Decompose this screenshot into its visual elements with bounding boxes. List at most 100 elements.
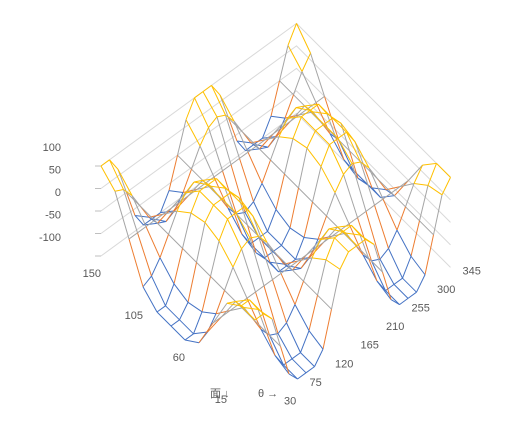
surface-edge (225, 114, 240, 159)
row-axis-title: 面 ↓ (210, 388, 230, 400)
surface-edge (117, 169, 133, 196)
surface-edge (262, 116, 272, 139)
surface-edge (193, 181, 209, 186)
surface-edge (317, 215, 327, 240)
surface-edge (242, 131, 257, 147)
surface-edge (252, 215, 262, 240)
surface-edge (291, 358, 307, 374)
surface-edge (117, 169, 127, 193)
surface-edge (322, 309, 332, 350)
surface-edge (128, 232, 138, 240)
surface-edge (312, 166, 322, 203)
surface-edge (193, 179, 203, 183)
surface-edge (325, 259, 341, 270)
surface-edge (165, 283, 175, 306)
surface-edge (240, 305, 256, 321)
surface-edge (255, 252, 271, 263)
surface-edge (142, 275, 152, 288)
surface-edge (278, 118, 288, 137)
surface-edge (351, 161, 361, 165)
surface-edge (193, 331, 208, 335)
surface-edge (279, 45, 289, 81)
surface-edge (315, 95, 325, 104)
surface-edge (100, 165, 116, 192)
z-tick-label: -100 (39, 232, 61, 244)
surface-edge (247, 145, 257, 153)
surface-edge (263, 313, 273, 320)
surface-edge (334, 192, 350, 225)
surface-edge (328, 228, 344, 233)
surface-edge (168, 210, 178, 235)
surface-edge (320, 228, 330, 240)
surface-edge (365, 211, 381, 260)
surface-edge (179, 319, 194, 335)
surface-edge (252, 215, 268, 243)
surface-edge (368, 257, 378, 282)
surface-edge (226, 302, 242, 307)
surface-edge (170, 319, 180, 327)
surface-edge (275, 252, 290, 268)
surface-edge (128, 238, 144, 287)
surface-edge (230, 157, 240, 166)
surface-edge (328, 226, 338, 230)
surface-edge (208, 116, 218, 128)
surface-edge (422, 162, 437, 166)
surface-edge (349, 150, 359, 179)
surface-edge (236, 140, 252, 144)
surface-edge (246, 291, 256, 299)
surface-edge (292, 267, 302, 271)
surface-edge (315, 130, 330, 145)
surface-edge (216, 178, 231, 193)
surface-edge (399, 179, 409, 188)
surface-edge (216, 114, 226, 118)
surface-edge (294, 304, 310, 331)
surface-edge (252, 318, 267, 333)
surface-edge (249, 299, 264, 315)
surface-edge (239, 158, 254, 202)
surface-edge (137, 226, 147, 234)
surface-edge (419, 185, 429, 221)
surface-edge (109, 159, 119, 170)
surface-edge (201, 276, 211, 312)
surface-edge (264, 136, 280, 141)
surface-edge (154, 213, 164, 221)
surface-edge (201, 311, 217, 315)
surface-edge (174, 195, 189, 212)
surface-edge (210, 185, 226, 189)
surface-edge (357, 177, 373, 189)
surface-edge (292, 254, 307, 271)
surface-edge (267, 231, 282, 246)
surface-edge (157, 207, 172, 224)
surface-edge (306, 147, 322, 167)
surface-edge (176, 210, 192, 214)
surface-edge (185, 190, 200, 194)
surface-edge (241, 248, 256, 293)
surface-edge (199, 190, 214, 206)
surface-edge (177, 154, 192, 170)
surface-edge (131, 195, 147, 227)
surface-edge (202, 178, 217, 181)
surface-edge (371, 260, 386, 291)
grid-line (100, 90, 451, 246)
surface-edge (207, 178, 217, 186)
surface-edge (284, 173, 299, 189)
col-tick-label: 345 (463, 265, 481, 277)
surface-edge (250, 237, 260, 245)
surface-edge (427, 163, 437, 186)
surface-edge (390, 299, 400, 306)
surface-edge (287, 116, 302, 119)
surface-edge (317, 259, 327, 296)
surface-edge (348, 217, 358, 225)
surface-edge (204, 222, 220, 242)
surface-edge (114, 189, 124, 192)
surface-edge (233, 211, 243, 235)
surface-edge (280, 273, 296, 305)
surface-edge (284, 114, 300, 119)
row-tick-label: 60 (173, 352, 185, 364)
surface-edge (295, 237, 305, 260)
surface-edge (278, 136, 294, 140)
surface-edge (162, 207, 172, 215)
surface-edge (303, 201, 313, 238)
surface-edge (394, 180, 409, 196)
surface-edge (266, 332, 276, 356)
